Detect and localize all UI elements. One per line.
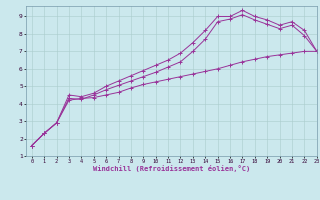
X-axis label: Windchill (Refroidissement éolien,°C): Windchill (Refroidissement éolien,°C) <box>92 165 250 172</box>
